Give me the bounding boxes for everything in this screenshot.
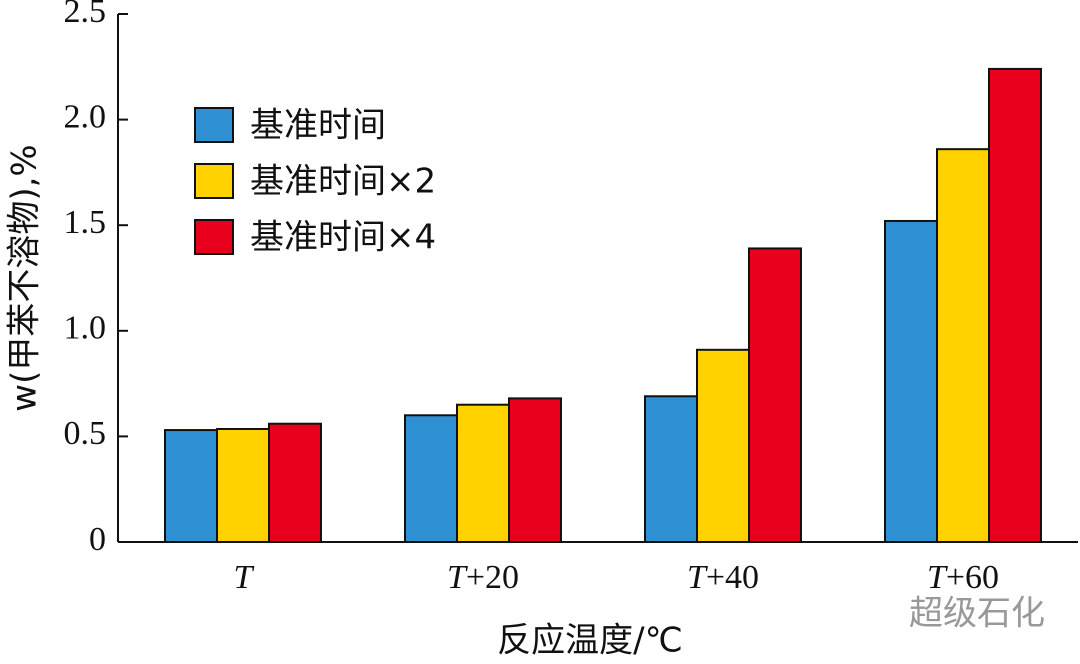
legend-label: 基准时间×4: [250, 218, 436, 258]
bar: [508, 397, 562, 543]
y-axis-label: w(甲苯不溶物),%: [5, 144, 45, 411]
bar: [404, 414, 458, 543]
y-tick-label: 1.5: [64, 204, 107, 241]
x-tick-label: T+20: [447, 559, 519, 596]
y-tick-label: 0.5: [64, 415, 107, 452]
bar: [884, 219, 938, 543]
legend-swatch: [194, 163, 234, 199]
legend-swatch: [194, 107, 234, 143]
bar: [988, 67, 1042, 544]
y-tick-label: 1.0: [64, 310, 107, 347]
x-tick-label: T: [234, 559, 255, 596]
bar: [644, 395, 698, 543]
x-axis-label: 反应温度/℃: [497, 621, 683, 661]
x-tick-label: T+60: [927, 559, 999, 596]
bar: [748, 247, 802, 543]
bar: [936, 148, 990, 543]
legend-label: 基准时间×2: [250, 162, 436, 202]
legend-swatch: [194, 219, 234, 255]
x-tick-label: T+40: [687, 559, 759, 596]
y-tick-label: 2.5: [64, 0, 107, 30]
y-tick-label: 0: [89, 521, 106, 558]
bar: [696, 348, 750, 544]
y-tick-label: 2.0: [64, 98, 107, 135]
bar: [216, 428, 270, 543]
legend-label: 基准时间: [250, 106, 386, 146]
bar: [268, 422, 322, 543]
bar: [164, 429, 218, 543]
bar: [456, 403, 510, 543]
watermark: 超级石化: [909, 594, 1045, 634]
